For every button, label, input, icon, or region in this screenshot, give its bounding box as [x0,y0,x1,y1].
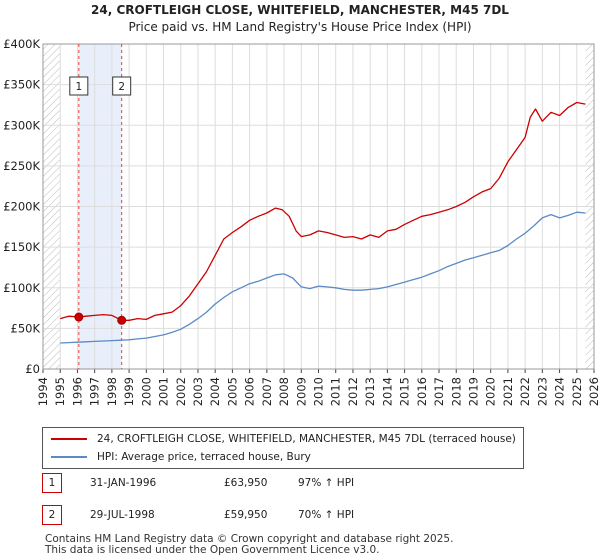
sale-hpi-change: 70% ↑ HPI [298,509,355,521]
x-tick-label: 2022 [518,377,532,406]
legend-label-hpi: HPI: Average price, terraced house, Bury [97,451,311,463]
x-tick-label: 2000 [139,377,153,406]
sale-price: £59,950 [224,509,268,521]
x-tick-label: 2026 [587,377,600,406]
y-tick-label: £300K [3,118,40,132]
x-tick-label: 2013 [363,377,377,406]
legend-label-property: 24, CROFTLEIGH CLOSE, WHITEFIELD, MANCHE… [97,433,516,445]
property-series-line [60,101,586,321]
x-tick-label: 2012 [346,377,360,406]
sale-point [117,315,127,325]
sale-number-badge: 1 [42,473,62,493]
chart-legend: 24, CROFTLEIGH CLOSE, WHITEFIELD, MANCHE… [42,427,524,469]
y-tick-label: £0 [25,362,40,376]
x-tick-label: 2010 [312,377,326,406]
sale-marker-box [112,76,132,96]
y-tick-label: £150K [3,240,40,254]
sale-marker-box [69,76,89,96]
y-tick-label: £50K [11,321,41,335]
sale-price: £63,950 [224,477,268,489]
x-tick-label: 1995 [53,377,67,406]
x-tick-label: 2019 [466,377,480,406]
x-tick-label: 2007 [260,377,274,406]
sale-point [74,312,84,322]
y-tick-label: £250K [3,159,40,173]
x-tick-label: 2011 [329,377,343,406]
x-tick-label: 2025 [570,377,584,406]
sale-hpi-change: 97% ↑ HPI [298,477,355,489]
chart-subtitle: Price paid vs. HM Land Registry's House … [128,20,472,34]
x-tick-label: 2020 [484,377,498,406]
sale-marker-label: 1 [75,81,82,93]
x-tick-label: 1996 [70,377,84,406]
x-tick-label: 2014 [380,377,394,406]
x-tick-label: 2018 [449,377,463,406]
plot-frame [42,43,595,370]
y-tick-label: £200K [3,200,40,214]
footer-licence: This data is licensed under the Open Gov… [45,544,380,556]
x-tick-label: 2004 [208,377,222,406]
x-tick-label: 2008 [277,377,291,406]
x-tick-label: 1997 [88,377,102,406]
hpi-series-line [60,211,586,344]
x-tick-label: 2024 [553,377,567,406]
x-tick-label: 2003 [191,377,205,406]
x-tick-label: 1998 [105,377,119,406]
x-tick-label: 2001 [157,377,171,406]
x-tick-label: 2002 [174,377,188,406]
sale-number-badge: 2 [42,505,62,525]
x-tick-label: 2005 [225,377,239,406]
x-tick-label: 2017 [432,377,446,406]
x-tick-label: 2023 [535,377,549,406]
legend-swatch-property [51,438,87,440]
x-tick-label: 2009 [294,377,308,406]
y-tick-label: £400K [3,37,40,51]
x-tick-label: 1994 [36,377,50,406]
x-tick-label: 2015 [398,377,412,406]
legend-swatch-hpi [51,456,87,458]
sale-date: 31-JAN-1996 [90,477,157,489]
footer-copyright: Contains HM Land Registry data © Crown c… [45,533,454,545]
y-tick-label: £100K [3,281,40,295]
x-tick-label: 1999 [122,377,136,406]
sale-date: 29-JUL-1998 [90,509,155,521]
y-tick-label: £350K [3,78,40,92]
x-tick-label: 2021 [501,377,515,406]
x-tick-label: 2006 [243,377,257,406]
price-chart: £0 £50K £100K £150K £200K £250K £300K £350K £400… [3,37,600,406]
sale-marker-label: 2 [118,81,125,93]
chart-title: 24, CROFTLEIGH CLOSE, WHITEFIELD, MANCHE… [91,3,509,17]
x-tick-label: 2016 [415,377,429,406]
